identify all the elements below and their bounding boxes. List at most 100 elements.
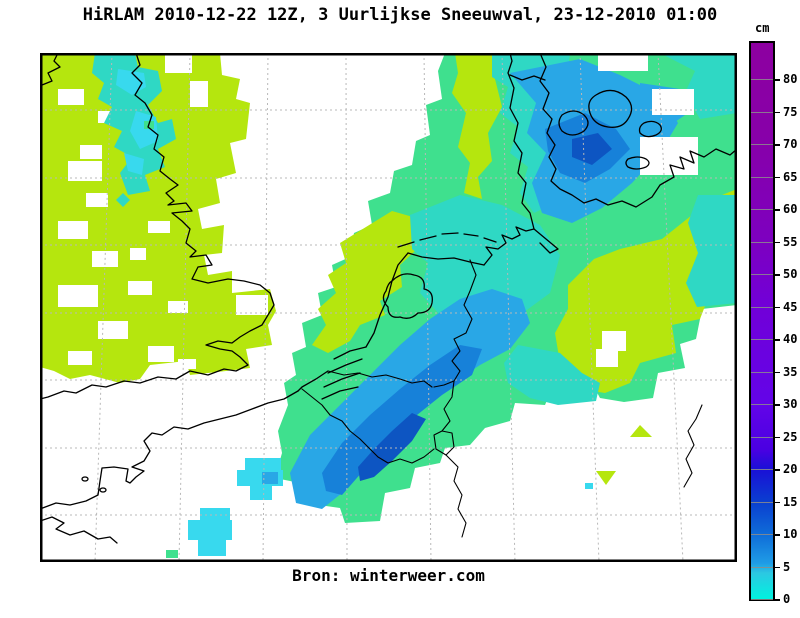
colorbar-tick-line: [751, 339, 773, 341]
delta-island-3: [327, 358, 363, 374]
colorbar-tick-line: [751, 274, 773, 276]
colorbar-tick-mark: [775, 404, 780, 406]
graticule: [40, 53, 737, 562]
coast-holland: [365, 252, 409, 348]
map-frame: [40, 53, 737, 562]
snow-france-blue-cell: [262, 472, 278, 484]
island-small-1: [638, 120, 662, 138]
colorbar: 0 5 10 15 20 25 30 35 40 45 50 55 60 65 70 75 80: [749, 41, 799, 606]
colorbar-tick-mark: [775, 339, 780, 341]
coastlines: [40, 53, 737, 544]
colorbar-unit-label: cm: [755, 21, 770, 35]
colorbar-tick-label: 0: [783, 592, 791, 606]
island-funen: [558, 110, 589, 136]
map-canvas: [40, 53, 737, 562]
wadden-island-5: [483, 237, 497, 243]
snow-continent-white-holes: [596, 53, 698, 367]
coast-brittany: [40, 516, 118, 544]
coast-wadden-mainland: [407, 252, 485, 266]
colorbar-tick-label: 60: [783, 202, 798, 217]
colorbar-scale: [749, 41, 775, 601]
limfjord: [509, 74, 546, 81]
colorbar-tick-line: [751, 144, 773, 146]
colorbar-tick-line: [751, 306, 773, 308]
coast-german-bight: [483, 226, 559, 266]
colorbar-tick-label: 25: [783, 429, 798, 444]
colorbar-tick-label: 45: [783, 299, 798, 314]
border-france-belgium: [301, 388, 435, 464]
colorbar-tick-label: 70: [783, 137, 798, 152]
colorbar-tick-label: 30: [783, 397, 798, 412]
colorbar-tick-line: [751, 566, 773, 568]
wadden-island-1: [397, 241, 415, 248]
snow-france-green-dot: [166, 550, 178, 558]
colorbar-tick-line: [751, 469, 773, 471]
colorbar-tick-mark: [775, 306, 780, 309]
colorbar-tick-line: [751, 371, 773, 373]
colorbar-tick-mark: [775, 436, 780, 439]
colorbar-tick-mark: [775, 241, 780, 244]
colorbar-tick-label: 40: [783, 332, 798, 347]
colorbar-tick-label: 75: [783, 104, 798, 119]
lake-ijsselmeer: [382, 273, 433, 319]
page-title: HiRLAM 2010-12-22 12Z, 3 Uurlijkse Sneeu…: [82, 5, 718, 25]
coast-jutland-east-baltic: [539, 53, 737, 208]
wadden-island-3: [441, 232, 459, 235]
river-rhine: [683, 404, 703, 488]
colorbar-tick-label: 80: [783, 72, 798, 87]
colorbar-tick-line: [751, 599, 773, 600]
snow-fields: [40, 53, 737, 558]
colorbar-tick-mark: [775, 111, 780, 114]
island-small-2: [625, 156, 650, 170]
source-credit: Bron: winterweer.com: [292, 566, 485, 585]
snow-small-triangle-2: [596, 471, 616, 485]
snow-holland-chartreuse-wedge: [312, 211, 420, 353]
coast-france-north: [40, 390, 299, 510]
colorbar-tick-line: [751, 404, 773, 406]
colorbar-tick-label: 50: [783, 267, 798, 282]
border-luxembourg: [433, 380, 455, 456]
wadden-island-4: [463, 233, 479, 237]
colorbar-tick-line: [751, 79, 773, 81]
colorbar-tick-label: 65: [783, 169, 798, 184]
colorbar-tick-mark: [775, 534, 780, 536]
snow-germany-chartreuse-blob: [555, 189, 737, 393]
colorbar-tick-label: 35: [783, 364, 798, 379]
delta-island-1: [321, 386, 359, 400]
island-zealand: [588, 89, 633, 128]
colorbar-tick-line: [751, 209, 773, 211]
colorbar-tick-label: 55: [783, 234, 798, 249]
snow-deepblue-cores: [358, 133, 612, 481]
island-channel-2: [99, 487, 107, 493]
colorbar-tick-mark: [775, 469, 780, 471]
country-borders: [301, 259, 703, 538]
colorbar-tick-line: [751, 436, 773, 438]
delta-island-2: [323, 372, 361, 388]
colorbar-tick-mark: [775, 274, 780, 276]
coast-britain-east: [40, 53, 275, 400]
colorbar-tick-label: 5: [783, 559, 791, 574]
colorbar-tick-mark: [775, 209, 780, 211]
colorbar-tick-mark: [775, 599, 780, 601]
snowfall-map: [40, 53, 737, 562]
snow-small-triangle-1: [630, 425, 652, 437]
colorbar-tick-label: 20: [783, 462, 798, 477]
colorbar-tick-line: [751, 534, 773, 536]
colorbar-tick-mark: [775, 371, 780, 374]
colorbar-tick-label: 15: [783, 494, 798, 509]
coast-belgium: [297, 370, 329, 392]
colorbar-tick-mark: [775, 144, 780, 146]
border-belgium-netherlands: [327, 370, 433, 388]
snow-denmark-chartreuse-band: [452, 53, 502, 199]
colorbar-tick-mark: [775, 566, 780, 569]
colorbar-tick-mark: [775, 176, 780, 179]
snow-england-chartreuse: [40, 53, 276, 383]
colorbar-tick-label: 10: [783, 527, 798, 542]
colorbar-tick-line: [751, 501, 773, 503]
colorbar-tick-line: [751, 241, 773, 243]
island-channel-1: [81, 476, 89, 482]
coast-jutland-west: [507, 53, 535, 230]
delta-island-4: [333, 346, 367, 360]
wadden-island-2: [419, 235, 437, 241]
